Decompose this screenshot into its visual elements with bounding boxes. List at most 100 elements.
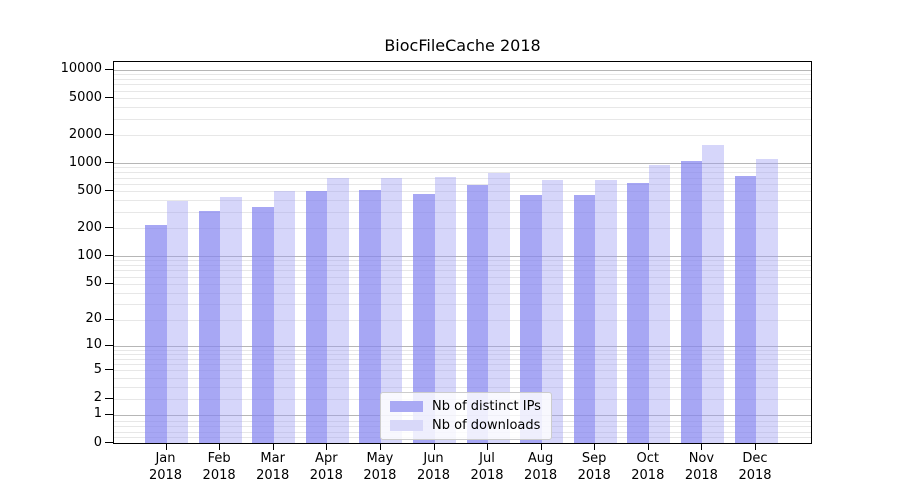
gridline-minor — [114, 118, 811, 120]
x-tick-month: Aug — [527, 451, 554, 466]
x-tick-year: 2018 — [202, 468, 236, 483]
legend-row-ips: Nb of distinct IPs — [390, 399, 541, 414]
x-tick-year: 2018 — [631, 468, 665, 483]
x-tick-label: Jan 2018 — [136, 450, 196, 484]
x-tick-label: Apr 2018 — [296, 450, 356, 484]
legend-swatch-ips-icon — [390, 401, 423, 412]
bar-downloads-May — [380, 178, 403, 443]
y-tick-mark — [105, 369, 113, 371]
bar-ips-Sep — [573, 194, 596, 443]
x-tick-year: 2018 — [470, 468, 504, 483]
x-tick-mark — [272, 444, 274, 450]
bar-downloads-Apr — [327, 178, 349, 443]
y-tick-mark — [105, 282, 113, 284]
x-tick-year: 2018 — [363, 468, 397, 483]
bar-downloads-Mar — [273, 191, 296, 443]
y-tick-label: 500 — [77, 182, 102, 198]
y-tick-mark — [105, 227, 113, 229]
x-tick-label: Dec 2018 — [725, 450, 785, 484]
y-tick-label: 5000 — [68, 89, 102, 105]
legend-swatch-downloads-icon — [390, 420, 423, 431]
y-tick-label: 200 — [77, 219, 102, 235]
y-tick-label: 50 — [85, 275, 102, 291]
legend: Nb of distinct IPs Nb of downloads — [380, 392, 552, 440]
plot-area: Nb of distinct IPs Nb of downloads — [113, 61, 812, 444]
x-tick-label: Sep 2018 — [564, 450, 624, 484]
x-tick-month: Feb — [207, 451, 231, 466]
gridline-minor — [114, 377, 811, 379]
y-tick-mark — [105, 255, 113, 256]
x-tick-month: Oct — [636, 451, 660, 466]
y-tick-mark — [105, 397, 113, 399]
bar-downloads-Jan — [166, 201, 188, 443]
x-tick-mark — [433, 444, 435, 450]
y-tick-mark — [105, 190, 113, 192]
y-tick-mark — [105, 68, 113, 70]
x-tick-month: Jun — [423, 451, 444, 466]
y-tick-label: 1000 — [68, 154, 102, 170]
x-tick-mark — [219, 444, 221, 450]
x-tick-year: 2018 — [256, 468, 290, 483]
x-tick-label: Oct 2018 — [618, 450, 678, 484]
gridline-minor — [114, 303, 811, 305]
gridline-major — [114, 345, 811, 347]
bar-downloads-Aug — [541, 180, 564, 443]
gridline-minor — [114, 90, 811, 92]
y-tick-label: 2 — [93, 390, 102, 405]
gridline-minor — [114, 358, 811, 360]
gridline-minor — [114, 167, 811, 169]
y-tick-label: 0 — [93, 434, 102, 450]
gridline-major — [114, 163, 811, 165]
x-tick-label: Jul 2018 — [457, 450, 517, 484]
gridline-major — [114, 69, 811, 71]
legend-label-ips: Nb of distinct IPs — [432, 399, 541, 414]
gridline-minor — [114, 260, 811, 262]
gridline-minor — [114, 211, 811, 213]
y-tick-mark — [105, 134, 113, 136]
x-tick-label: Jun 2018 — [404, 450, 464, 484]
gridline-minor — [114, 183, 811, 185]
x-tick-year: 2018 — [738, 468, 772, 483]
y-tick-mark — [105, 97, 113, 98]
gridline-minor — [114, 177, 811, 179]
x-tick-label: Nov 2018 — [671, 450, 731, 484]
bar-ips-May — [359, 190, 381, 443]
x-tick-label: Mar 2018 — [243, 450, 303, 484]
gridline-minor — [114, 228, 811, 230]
x-tick-mark — [379, 444, 381, 450]
gridline-minor — [114, 354, 811, 355]
bar-ips-Feb — [198, 210, 221, 443]
y-tick-label: 5 — [93, 361, 102, 377]
gridline-minor — [114, 172, 811, 174]
x-tick-month: Apr — [315, 451, 338, 466]
x-tick-year: 2018 — [577, 468, 611, 483]
x-tick-month: Jan — [155, 451, 176, 466]
x-tick-mark — [701, 444, 703, 450]
bar-ips-Dec — [734, 175, 756, 443]
x-tick-label: Aug 2018 — [511, 450, 571, 484]
gridline-minor — [114, 292, 811, 294]
x-tick-mark — [540, 444, 542, 450]
y-tick-mark — [105, 442, 113, 443]
gridline-minor — [114, 276, 811, 278]
x-tick-year: 2018 — [684, 468, 718, 483]
y-tick-label: 10000 — [60, 61, 102, 77]
x-tick-month: Jul — [479, 451, 495, 466]
y-tick-mark — [105, 318, 113, 320]
gridline-minor — [114, 84, 811, 86]
x-tick-mark — [326, 444, 328, 450]
bar-downloads-Jun — [434, 176, 456, 443]
gridline-minor — [114, 98, 811, 99]
bar-downloads-Oct — [648, 165, 671, 443]
x-tick-year: 2018 — [309, 468, 343, 483]
gridline-minor — [114, 191, 811, 193]
bar-downloads-Feb — [220, 197, 242, 443]
bar-downloads-Jul — [488, 172, 510, 443]
gridline-minor — [114, 135, 811, 137]
gridline-minor — [114, 265, 811, 266]
x-tick-year: 2018 — [148, 468, 183, 483]
gridline-minor — [114, 283, 811, 285]
gridline-minor — [114, 364, 811, 366]
y-tick-label: 2000 — [68, 126, 102, 142]
bar-downloads-Dec — [756, 159, 778, 443]
